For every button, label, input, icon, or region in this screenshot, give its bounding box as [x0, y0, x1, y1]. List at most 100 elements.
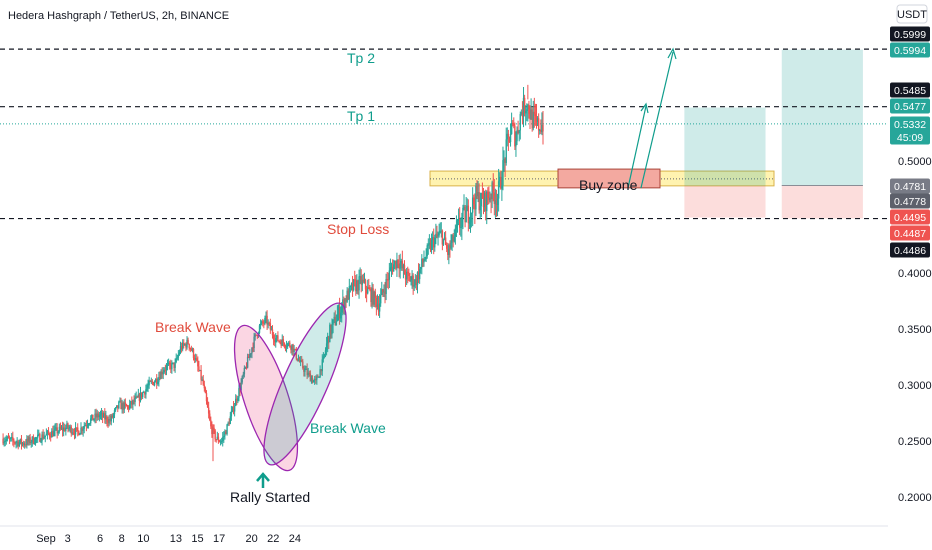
candle-body-103 [113, 410, 116, 415]
candle-body-282 [307, 372, 309, 376]
candle-body-137 [150, 381, 153, 383]
candle-body-396 [430, 240, 433, 250]
candle-body-17 [20, 438, 23, 445]
candle-body-257 [280, 341, 282, 346]
price-tag-9 [890, 242, 930, 258]
candle-body-24 [28, 437, 30, 442]
candle-body-330 [359, 276, 361, 278]
candle-body-311 [338, 306, 341, 319]
candle-body-143 [157, 381, 159, 384]
candle-body-352 [383, 291, 385, 293]
candle-body-229 [250, 353, 252, 355]
candle-body-238 [259, 323, 262, 326]
candle-body-445 [483, 192, 486, 208]
candle-body-120 [132, 400, 134, 405]
candle-body-77 [85, 425, 88, 427]
candle-body-196 [214, 430, 216, 440]
candle-body-454 [493, 192, 496, 204]
candle-body-438 [476, 185, 478, 197]
candle-body-165 [180, 346, 183, 350]
candle-body-145 [159, 377, 161, 379]
candle-body-58 [65, 427, 67, 432]
candle-body-162 [177, 354, 180, 358]
candle-body-339 [369, 289, 371, 291]
candle-body-466 [506, 133, 508, 140]
candle-body-278 [303, 368, 305, 372]
candle-body-256 [279, 340, 281, 342]
candle-body-111 [122, 403, 124, 410]
candle-body-317 [345, 299, 347, 302]
rally-arrow-head [256, 472, 270, 482]
candle-body-440 [478, 192, 480, 211]
projection-arrow-tp2-head [667, 47, 677, 60]
candle-body-364 [396, 259, 398, 269]
candle-body-76 [84, 425, 87, 427]
break-wave-ellipse-green [263, 302, 347, 466]
candle-body-200 [218, 441, 221, 443]
candle-body-474 [515, 141, 517, 147]
candle-body-314 [342, 299, 344, 307]
candle-body-478 [519, 114, 521, 131]
candle-body-390 [424, 259, 426, 261]
levels-layer [0, 48, 888, 220]
candle-body-89 [98, 415, 101, 418]
candle-body-382 [415, 279, 418, 286]
candle-body-117 [128, 404, 131, 409]
x-tick-8: 20 [245, 533, 257, 545]
candle-body-239 [260, 321, 263, 324]
candle-body-119 [131, 401, 133, 405]
candle-body-213 [232, 406, 235, 412]
candle-body-387 [421, 258, 423, 267]
candle-body-92 [101, 412, 104, 418]
candle-body-80 [88, 423, 91, 425]
price-tag-countdown: 45:09 [897, 132, 923, 144]
candle-body-277 [302, 361, 304, 369]
candle-body-90 [99, 414, 102, 416]
candle-body-436 [474, 204, 476, 210]
candle-body-110 [121, 403, 123, 410]
candle-body-197 [215, 439, 217, 441]
candle-body-28 [32, 436, 35, 444]
annotation-rally-started: Rally Started [230, 489, 310, 505]
candle-body-39 [44, 435, 46, 437]
candle-body-72 [80, 427, 82, 434]
price-tag-5 [890, 178, 930, 194]
candle-body-372 [404, 274, 407, 280]
candle-body-356 [387, 279, 389, 281]
candle-body-274 [298, 360, 301, 362]
candle-body-21 [25, 444, 27, 446]
time-axis[interactable]: Sep 3 6 8 10 13 15 17 20 22 24 [0, 525, 888, 545]
candle-body-5 [7, 437, 10, 439]
candle-body-284 [309, 373, 312, 382]
x-tick-5: 13 [170, 533, 182, 545]
price-tag-text-6: 0.4778 [894, 196, 926, 208]
candle-body-498 [541, 124, 543, 132]
candle-body-226 [246, 356, 249, 368]
candle-body-2 [4, 440, 6, 442]
candle-body-169 [185, 344, 187, 348]
candle-body-371 [403, 265, 406, 275]
candle-body-52 [58, 426, 61, 432]
candle-body-368 [400, 260, 402, 264]
candle-body-43 [48, 433, 51, 437]
candle-body-338 [368, 287, 370, 290]
candle-body-279 [304, 369, 306, 372]
candle-body-15 [18, 442, 21, 447]
candle-body-270 [294, 349, 296, 351]
candle-body-271 [295, 349, 298, 359]
candle-body-151 [165, 365, 168, 371]
currency-badge[interactable] [896, 4, 928, 24]
candle-body-380 [413, 285, 415, 287]
candle-body-467 [507, 133, 510, 137]
candle-body-425 [462, 207, 464, 218]
candle-body-99 [109, 419, 111, 422]
candle-body-190 [207, 407, 210, 414]
candle-body-261 [284, 346, 287, 348]
candle-body-154 [169, 362, 171, 365]
candle-body-496 [539, 130, 541, 132]
candle-body-275 [299, 359, 302, 362]
candle-body-9 [12, 436, 14, 441]
price-axis[interactable]: USDT 0.5000 0.4000 0.3500 0.3000 0.2500 0.200… [888, 0, 932, 550]
